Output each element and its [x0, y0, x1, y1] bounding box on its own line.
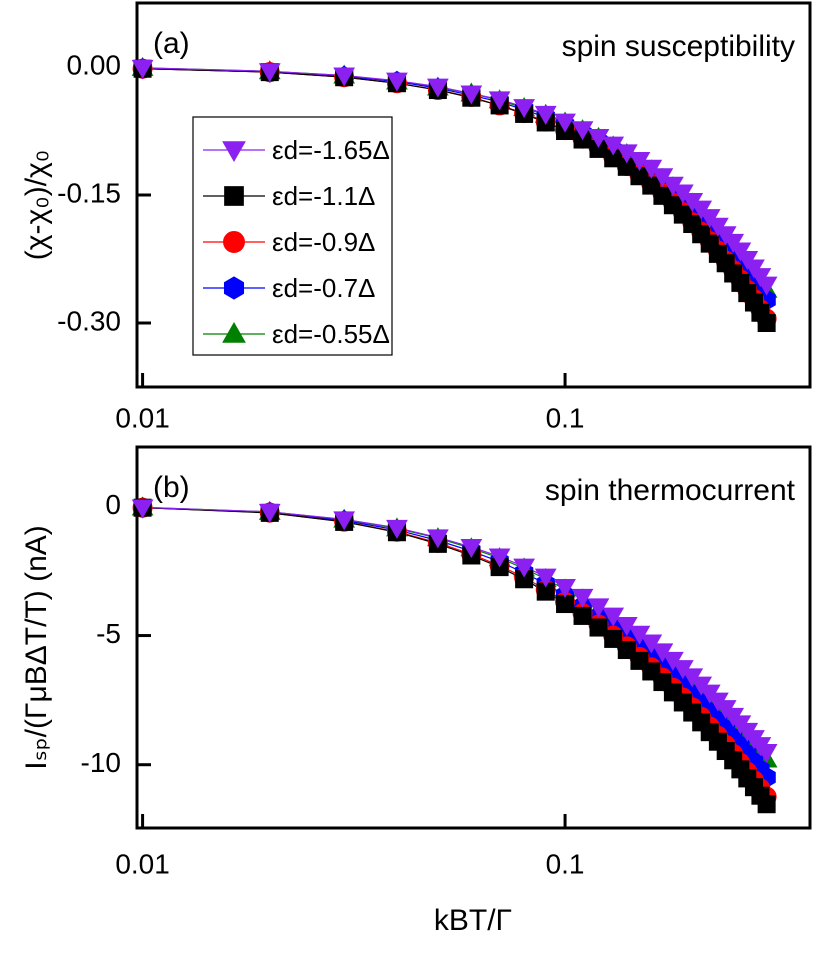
- data-point: [460, 538, 483, 558]
- data-point: [571, 588, 594, 608]
- data-point: [131, 499, 154, 519]
- data-point: [258, 63, 281, 83]
- data-point: [258, 503, 281, 523]
- data-point: [534, 568, 557, 588]
- legend-marker: [224, 186, 244, 206]
- data-point: [554, 579, 576, 599]
- legend-label: εd=-0.55Δ: [272, 319, 390, 349]
- data-point: [556, 595, 575, 614]
- legend-marker: [222, 141, 246, 163]
- data-point: [427, 78, 449, 98]
- x-tick-label: 0.01: [115, 402, 170, 433]
- plot-frame: [135, 445, 812, 830]
- data-point: [131, 59, 154, 79]
- legend: εd=-1.65Δ εd=-1.1Δ εd=-0.9Δ εd=-0.7Δ εd=-0.5…: [192, 116, 393, 356]
- data-point: [757, 314, 776, 332]
- x-tick-label: 0.01: [115, 848, 170, 879]
- data-point: [755, 744, 778, 764]
- y-axis-label: (χ-χ₀)/χ₀: [20, 150, 53, 260]
- data-point: [554, 113, 576, 133]
- data-point: [333, 67, 356, 87]
- data-point: [460, 85, 483, 105]
- series-line: [142, 506, 768, 753]
- data-point: [333, 511, 356, 531]
- data-point: [488, 91, 511, 111]
- x-tick-label: 0.1: [546, 402, 585, 433]
- y-tick-label: 0: [105, 489, 121, 520]
- annotation: spin thermocurrent: [545, 474, 796, 507]
- data-point: [513, 99, 535, 119]
- legend-marker: [223, 276, 245, 300]
- data-point: [513, 558, 535, 578]
- panel-label: (b): [153, 471, 190, 504]
- y-tick-label: -0.30: [57, 305, 121, 336]
- panel-label: (a): [153, 27, 190, 60]
- x-axis-label: kBT/Γ: [434, 904, 512, 937]
- data-point: [589, 618, 608, 637]
- data-point: [571, 121, 594, 141]
- data-point: [757, 795, 776, 814]
- legend-marker: [223, 231, 245, 253]
- data-point: [427, 529, 449, 549]
- data-point: [386, 72, 408, 92]
- annotation: spin susceptibility: [562, 30, 795, 63]
- data-point: [755, 276, 778, 296]
- legend-marker: [222, 321, 246, 343]
- legend-label: εd=-1.1Δ: [272, 181, 375, 211]
- data-point: [488, 548, 511, 568]
- data-point: [386, 519, 408, 539]
- legend-label: εd=-0.9Δ: [272, 227, 375, 257]
- y-tick-label: -5: [96, 618, 121, 649]
- data-point: [534, 105, 557, 125]
- legend-label: εd=-0.7Δ: [272, 273, 375, 303]
- data-point: [604, 629, 623, 648]
- data-point: [573, 606, 592, 625]
- y-axis-label: Iₛₚ/(ΓμBΔT/T) (nA): [20, 525, 53, 770]
- x-tick-label: 0.1: [546, 848, 585, 879]
- y-tick-label: -0.15: [57, 177, 121, 208]
- legend-label: εd=-1.65Δ: [272, 135, 390, 165]
- y-tick-label: 0.00: [67, 49, 122, 80]
- data-point: [587, 598, 610, 618]
- y-tick-label: -10: [81, 747, 121, 778]
- data-point: [602, 607, 625, 627]
